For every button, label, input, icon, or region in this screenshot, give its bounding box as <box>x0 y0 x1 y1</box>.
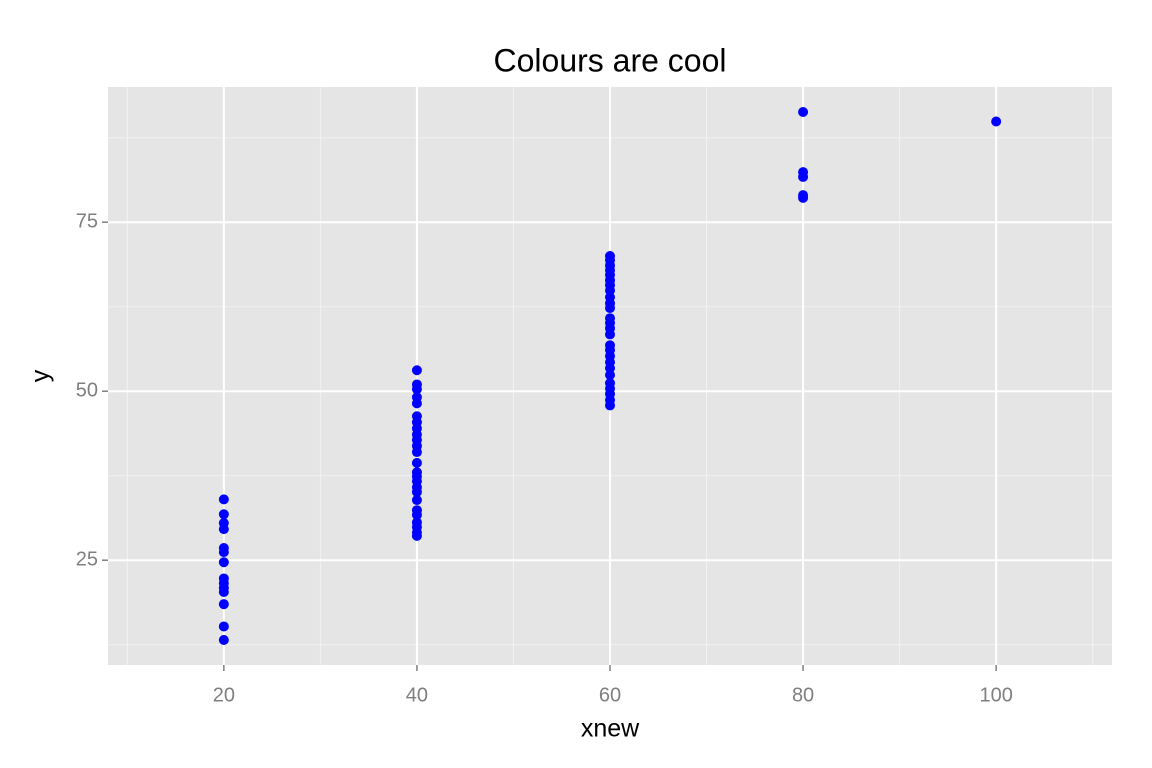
y-axis-label: y <box>27 369 55 382</box>
point <box>411 509 422 520</box>
point <box>411 447 422 458</box>
y-tick-label: 50 <box>76 379 98 401</box>
point <box>605 303 615 314</box>
x-tick-label: 100 <box>979 684 1012 706</box>
point <box>218 621 229 632</box>
point <box>798 171 809 182</box>
point <box>218 634 229 645</box>
chart-title: Colours are cool <box>494 42 727 78</box>
x-tick-label: 60 <box>599 684 621 706</box>
point <box>411 398 422 409</box>
point <box>218 509 229 520</box>
point <box>218 494 229 505</box>
x-axis-label: xnew <box>581 715 640 743</box>
point <box>411 530 422 541</box>
y-tick-label: 75 <box>76 210 98 232</box>
x-tick-label: 40 <box>406 684 428 706</box>
point <box>411 486 422 497</box>
point <box>605 369 615 380</box>
point <box>411 384 422 395</box>
point <box>218 524 229 535</box>
point <box>218 557 229 568</box>
point <box>218 547 229 558</box>
point <box>218 599 229 610</box>
point <box>798 192 809 203</box>
y-tick-label: 25 <box>76 548 98 570</box>
point <box>605 329 615 340</box>
x-tick-label: 20 <box>213 684 235 706</box>
x-tick-label: 80 <box>792 684 814 706</box>
point <box>411 457 422 468</box>
point <box>798 107 809 118</box>
point <box>411 365 422 376</box>
point <box>411 495 422 506</box>
point <box>991 116 1002 127</box>
point <box>218 586 229 597</box>
point <box>605 400 615 411</box>
